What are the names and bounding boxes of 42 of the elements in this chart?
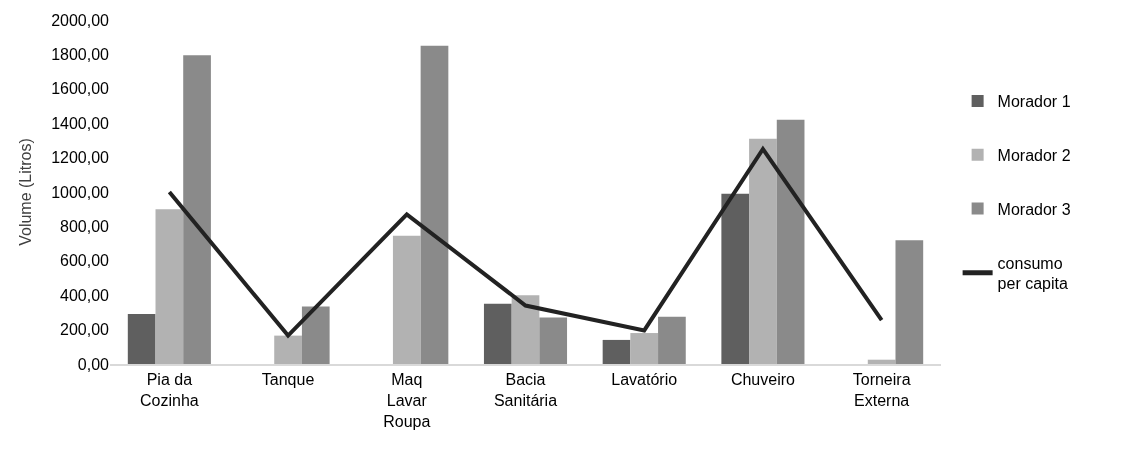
y-tick-label: 0,00 [77,355,110,373]
x-tick-label: Chuveiro [730,371,796,389]
legend-label: Morador 1 [997,93,1071,111]
bar [483,303,512,364]
line-series [167,147,884,338]
bar [392,235,421,364]
legend-label: Morador 2 [997,146,1071,164]
bar [183,55,211,364]
x-tick-label: Tanque [261,371,315,389]
bar [867,359,896,364]
bar [721,193,750,364]
bar [274,335,302,364]
y-tick-label: 1400,00 [51,114,110,132]
bar [155,209,184,364]
bar [511,295,540,364]
bar [895,240,924,364]
y-tick-label: 1800,00 [51,46,110,63]
bar [420,45,449,364]
y-tick-label: 1000,00 [51,183,110,201]
bar [539,317,568,364]
bar [127,314,156,364]
bar [776,119,805,364]
x-tick-label: Lavatório [611,371,678,389]
y-axis-title: Volume (Litros) [17,138,35,246]
legend-label: Morador 3 [997,200,1071,218]
y-tick-label: 1600,00 [51,80,110,98]
x-tick-label: Bacia Sanitária [493,371,558,409]
y-tick-label: 1200,00 [51,149,110,167]
bar [602,339,631,364]
y-tick-label: 600,00 [60,252,110,270]
legend-label: consumo per capita [997,254,1068,293]
x-tick-label: Torneira Externa [852,371,911,409]
bar [630,333,659,364]
x-tick-label: Maq Lavar Roupa [383,371,431,430]
y-tick-label: 800,00 [60,218,110,235]
y-tick-label: 200,00 [60,321,110,339]
bar [658,316,686,364]
x-tick-label: Pia da Cozinha [140,371,199,409]
y-tick-label: 400,00 [60,286,110,304]
bar [301,306,330,364]
y-tick-label: 2000,00 [51,11,110,29]
bar [749,138,777,364]
